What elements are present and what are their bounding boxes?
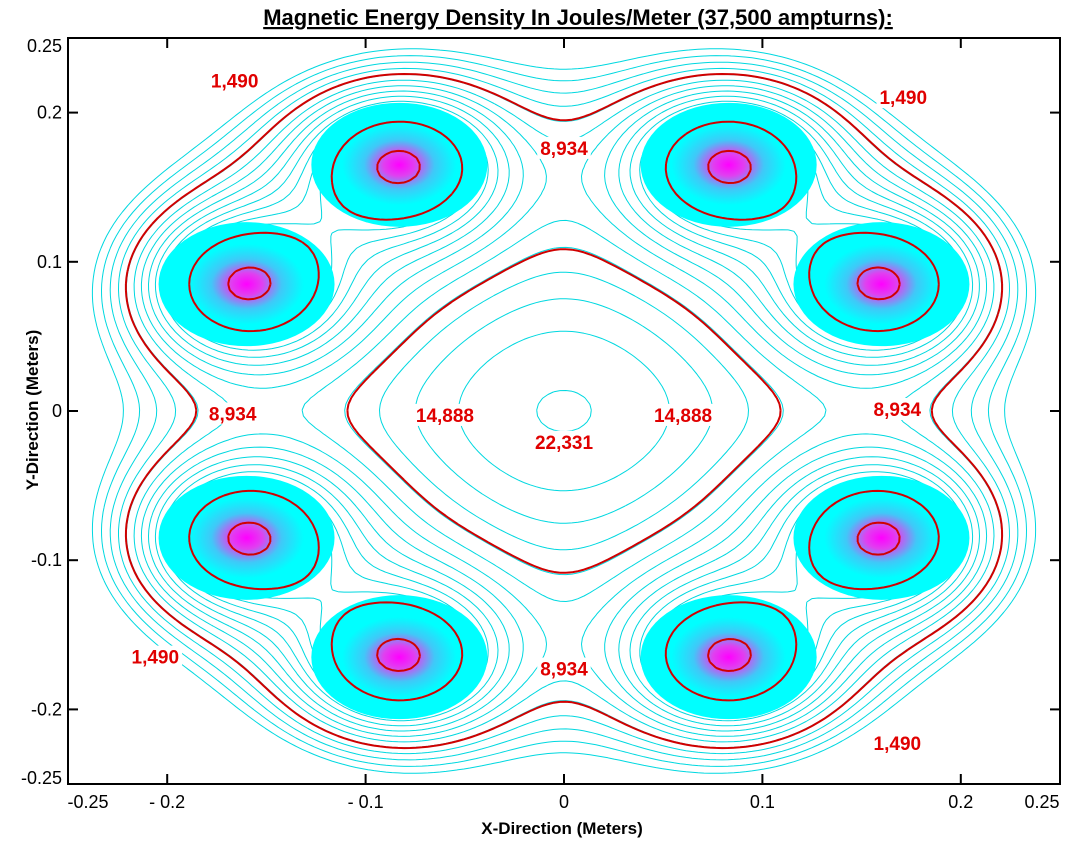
contour-line xyxy=(168,105,960,717)
y-tick-label: 0.1 xyxy=(37,252,62,272)
contour-value-label: 14,888 xyxy=(416,406,474,427)
contour-label-background xyxy=(876,86,931,109)
contour-line xyxy=(216,142,912,680)
contour-line xyxy=(140,85,988,737)
contour-line xyxy=(161,100,967,722)
x-tick-label: 0.2 xyxy=(948,792,973,812)
contour-line xyxy=(181,115,947,707)
contour-label-background xyxy=(531,430,597,453)
contour-line xyxy=(154,95,974,727)
contour-value-label: 8,934 xyxy=(540,660,588,681)
chart-title: Magnetic Energy Density In Joules/Meter … xyxy=(263,5,893,30)
y-tick-label: -0.1 xyxy=(31,550,62,570)
y-tick-label: -0.2 xyxy=(31,699,62,719)
contour-value-label: 14,888 xyxy=(654,406,712,427)
contour-label-background xyxy=(412,403,478,426)
labeled-contour-line xyxy=(124,73,1004,750)
y-tick-label: -0.25 xyxy=(21,768,62,788)
contour-value-label: 1,490 xyxy=(211,72,259,93)
contour-line xyxy=(174,110,954,712)
y-tick-label: 0.2 xyxy=(37,103,62,123)
y-tick-label: 0.25 xyxy=(27,36,62,56)
contour-label-background xyxy=(537,136,591,159)
contour-line xyxy=(148,90,980,732)
x-tick-label: 0.1 xyxy=(750,792,775,812)
labeled-contour-line xyxy=(227,149,901,672)
contour-line xyxy=(201,130,927,692)
contour-label-background xyxy=(537,657,591,680)
contour-label-background xyxy=(650,403,716,426)
contour-label-background xyxy=(128,645,183,668)
contour-value-label: 8,934 xyxy=(540,139,588,160)
contour-line xyxy=(187,120,941,702)
contour-value-label: 1,490 xyxy=(879,88,927,109)
energy-peaks xyxy=(158,102,970,720)
x-axis-label: X-Direction (Meters) xyxy=(481,819,643,838)
contour-line xyxy=(208,136,920,686)
contour-line xyxy=(227,150,901,672)
contour-line xyxy=(133,79,995,743)
contour-value-label: 22,331 xyxy=(535,433,594,454)
contour-line xyxy=(194,125,934,697)
y-axis-ticks: 0.25 0.2 0.1 0 -0.1 -0.2 -0.25 xyxy=(21,36,1060,788)
x-tick-label: 0 xyxy=(559,792,569,812)
x-tick-label: 0.25 xyxy=(1024,792,1059,812)
contour-label-background xyxy=(205,402,260,425)
labeled-contours xyxy=(124,73,1004,750)
contour-label-background xyxy=(870,397,925,420)
contour-value-label: 1,490 xyxy=(132,648,180,669)
plot-area xyxy=(91,48,1037,774)
y-tick-label: 0 xyxy=(52,401,62,421)
y-axis-label: Y-Direction (Meters) xyxy=(23,330,42,491)
contour-value-label: 8,934 xyxy=(874,400,922,421)
x-axis-ticks: -0.25 - 0.2 - 0.1 0 0.1 0.2 0.25 xyxy=(67,38,1060,812)
energy-peak xyxy=(158,475,335,600)
energy-peak xyxy=(793,222,970,347)
contour-line xyxy=(118,67,1010,755)
energy-peak xyxy=(793,475,970,600)
contour-line xyxy=(109,61,1019,761)
contour-label-background xyxy=(207,69,262,92)
x-tick-label: - 0.1 xyxy=(348,792,384,812)
contour-label-background xyxy=(870,732,925,755)
x-tick-label: - 0.2 xyxy=(149,792,185,812)
energy-peak xyxy=(158,222,335,347)
x-tick-label: -0.25 xyxy=(67,792,108,812)
contour-value-label: 1,490 xyxy=(874,734,922,755)
contour-line xyxy=(101,55,1027,767)
contour-line xyxy=(91,48,1037,774)
contour-labels: 1,490 1,490 1,490 1,490 8,934 8,934 8,934 8,934… xyxy=(128,69,931,755)
contour-value-label: 8,934 xyxy=(209,404,257,425)
labeled-contour-line xyxy=(188,120,940,702)
